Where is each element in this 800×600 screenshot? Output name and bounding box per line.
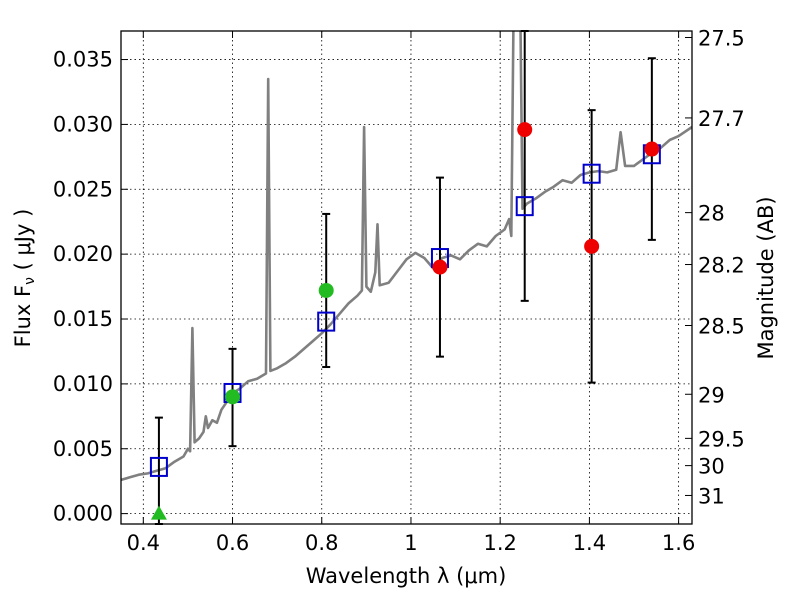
spectrum (121, 31, 692, 482)
y2-tick-label: 30 (698, 455, 725, 479)
y2-axis-label: Magnitude (AB) (754, 196, 778, 359)
y-axis-label-main: Flux F (11, 285, 35, 347)
y-tick-label: 0.005 (53, 437, 113, 461)
y2-tick-label: 29.5 (698, 427, 745, 451)
x-axis-label: Wavelength λ (μm) (306, 564, 507, 588)
model-flux-box (515, 196, 534, 217)
red-point (432, 259, 448, 275)
model-flux-box (149, 456, 168, 477)
y-tick-label: 0.000 (53, 502, 113, 526)
markers (149, 122, 661, 520)
green-triangle (150, 505, 167, 520)
y2-tick-label: 27.5 (698, 26, 745, 50)
y2-tick-label: 28 (698, 202, 725, 226)
x-tick-label: 1.2 (483, 531, 516, 555)
y2-tick-label: 31 (698, 484, 725, 508)
red-point (644, 141, 660, 157)
y-tick-label: 0.015 (53, 307, 113, 331)
x-tick-label: 0.8 (305, 531, 338, 555)
spectrum-line (121, 31, 692, 482)
x-tick-label: 0.6 (216, 531, 249, 555)
y-tick-label: 0.025 (53, 177, 113, 201)
red-point (517, 122, 533, 138)
plot-frame (120, 30, 693, 525)
y-axis-label: Flux Fν ( μJy ) (11, 209, 38, 348)
y-axis-label-unit: ( μJy ) (11, 209, 35, 277)
x-tick-label: 1.4 (573, 531, 606, 555)
y2-tick-label: 29 (698, 383, 725, 407)
y-tick-label: 0.010 (53, 372, 113, 396)
x-tick-label: 0.4 (127, 531, 160, 555)
green-point (225, 389, 241, 405)
y-tick-label: 0.030 (53, 112, 113, 136)
y-tick-label: 0.035 (53, 48, 113, 72)
y-axis-label-sub: ν (22, 277, 38, 285)
model-flux-box (317, 311, 336, 332)
y-tick-label: 0.020 (53, 242, 113, 266)
plot-background (121, 31, 692, 524)
y2-tick-label: 27.7 (698, 107, 745, 131)
y2-tick-label: 28.5 (698, 315, 745, 339)
model-flux-box (582, 163, 601, 184)
axis-ticks: 0.4 0.6 0.8 1 1.2 1.4 1.6 0.000 0.005 0.010 0.015 0… (53, 26, 745, 555)
x-tick-label: 1 (404, 531, 417, 555)
x-tick-label: 1.6 (662, 531, 695, 555)
red-point (584, 238, 600, 254)
green-point (318, 282, 334, 298)
y2-tick-label: 28.2 (698, 254, 745, 278)
